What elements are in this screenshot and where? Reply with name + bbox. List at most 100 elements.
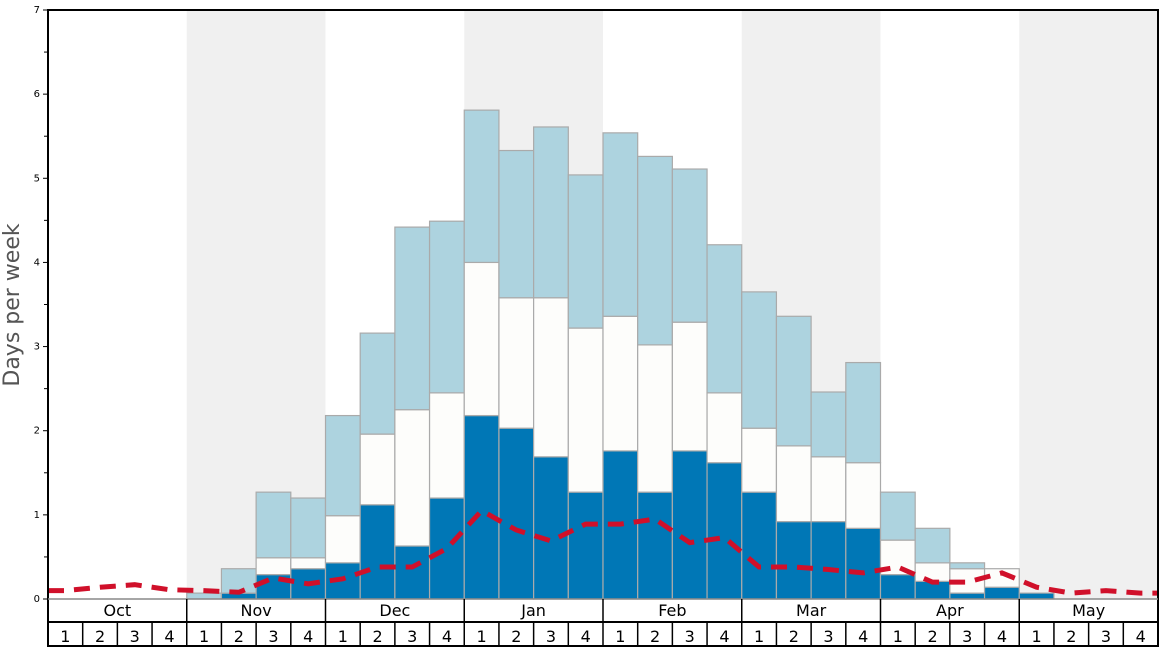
y-axis-label: Days per week [0,223,25,386]
week-label: 1 [199,627,209,646]
week-label: 4 [719,627,729,646]
week-label: 2 [927,627,937,646]
bar-middle [498,297,535,429]
bar-top [671,168,708,323]
week-label: 1 [1032,627,1042,646]
week-label: 3 [962,627,972,646]
bar-middle [567,327,604,493]
bar-middle [255,557,292,576]
bar-top [949,562,986,570]
average-line [48,507,1158,596]
y-tick-label: 3 [34,342,40,353]
bar-bottom [949,592,986,600]
week-label: 4 [997,627,1007,646]
month-label: Jan [520,601,546,620]
bar-middle [637,344,673,493]
bar-top [359,332,396,435]
bar-bottom [879,573,916,600]
bar-bottom [1018,592,1055,600]
bar-middle [810,456,847,523]
month-label: Dec [379,601,410,620]
week-label: 3 [268,627,278,646]
bar-middle [602,315,639,452]
month-label: Apr [936,601,964,620]
bar-bottom [428,497,465,600]
week-label: 3 [1101,627,1111,646]
bar-top [255,491,292,559]
bar-middle [671,321,708,452]
y-tick-label: 2 [34,426,40,437]
bar-top [637,155,673,346]
week-label: 4 [303,627,313,646]
week-label: 3 [546,627,556,646]
month-label: Feb [658,601,686,620]
bar-top [463,109,500,264]
bar-middle [914,562,951,582]
bar-middle [359,433,396,506]
bar-middle [706,392,743,464]
week-label: 3 [685,627,695,646]
bar-top [567,174,604,329]
bar-middle [775,445,812,523]
bar-top [741,291,778,429]
week-label: 1 [338,627,348,646]
bar-middle [324,515,361,564]
bar-top [324,414,361,517]
month-shade [1019,10,1158,599]
week-label: 3 [823,627,833,646]
week-label: 2 [650,627,660,646]
week-label: 1 [615,627,625,646]
bar-middle [290,557,327,570]
month-label: Mar [796,601,827,620]
bar-bottom [359,504,396,600]
week-label: 4 [442,627,452,646]
week-label: 1 [477,627,487,646]
bar-top [879,491,916,541]
y-tick-label: 7 [34,5,40,16]
bar-top [706,244,743,394]
bar-top [186,592,223,600]
bar-top [533,126,569,299]
bar-bottom [845,527,882,600]
bar-middle [463,261,500,417]
week-label: 2 [511,627,521,646]
week-label: 4 [164,627,174,646]
bar-middle [533,297,569,458]
bar-middle [741,427,778,493]
month-label: Oct [104,601,132,620]
bar-middle [394,409,431,547]
y-tick-label: 0 [34,594,40,605]
bar-top [775,315,812,447]
week-label: 2 [234,627,244,646]
bar-top [602,132,639,317]
bar-middle [428,392,465,499]
bar-middle [845,462,882,529]
y-tick-label: 5 [34,173,40,184]
week-label: 1 [60,627,70,646]
week-label: 1 [893,627,903,646]
y-tick-label: 1 [34,510,40,521]
month-label: May [1072,601,1105,620]
bar-bottom [498,427,535,600]
bar-bottom [463,414,500,600]
week-label: 4 [1136,627,1146,646]
bar-bottom [741,491,778,600]
bar-bottom [810,520,847,600]
y-tick-label: 6 [34,89,40,100]
bar-top [845,361,882,464]
week-label: 4 [858,627,868,646]
bar-bottom [533,456,569,600]
bar-top [428,220,465,394]
week-label: 1 [754,627,764,646]
week-label: 3 [130,627,140,646]
week-label: 2 [95,627,105,646]
month-label: Nov [241,601,272,620]
bar-top [220,568,257,594]
bar-top [394,226,431,411]
bar-bottom [394,545,431,600]
bar-bottom [671,450,708,600]
y-tick-label: 4 [34,257,40,268]
bar-bottom [637,491,673,600]
week-label: 2 [372,627,382,646]
